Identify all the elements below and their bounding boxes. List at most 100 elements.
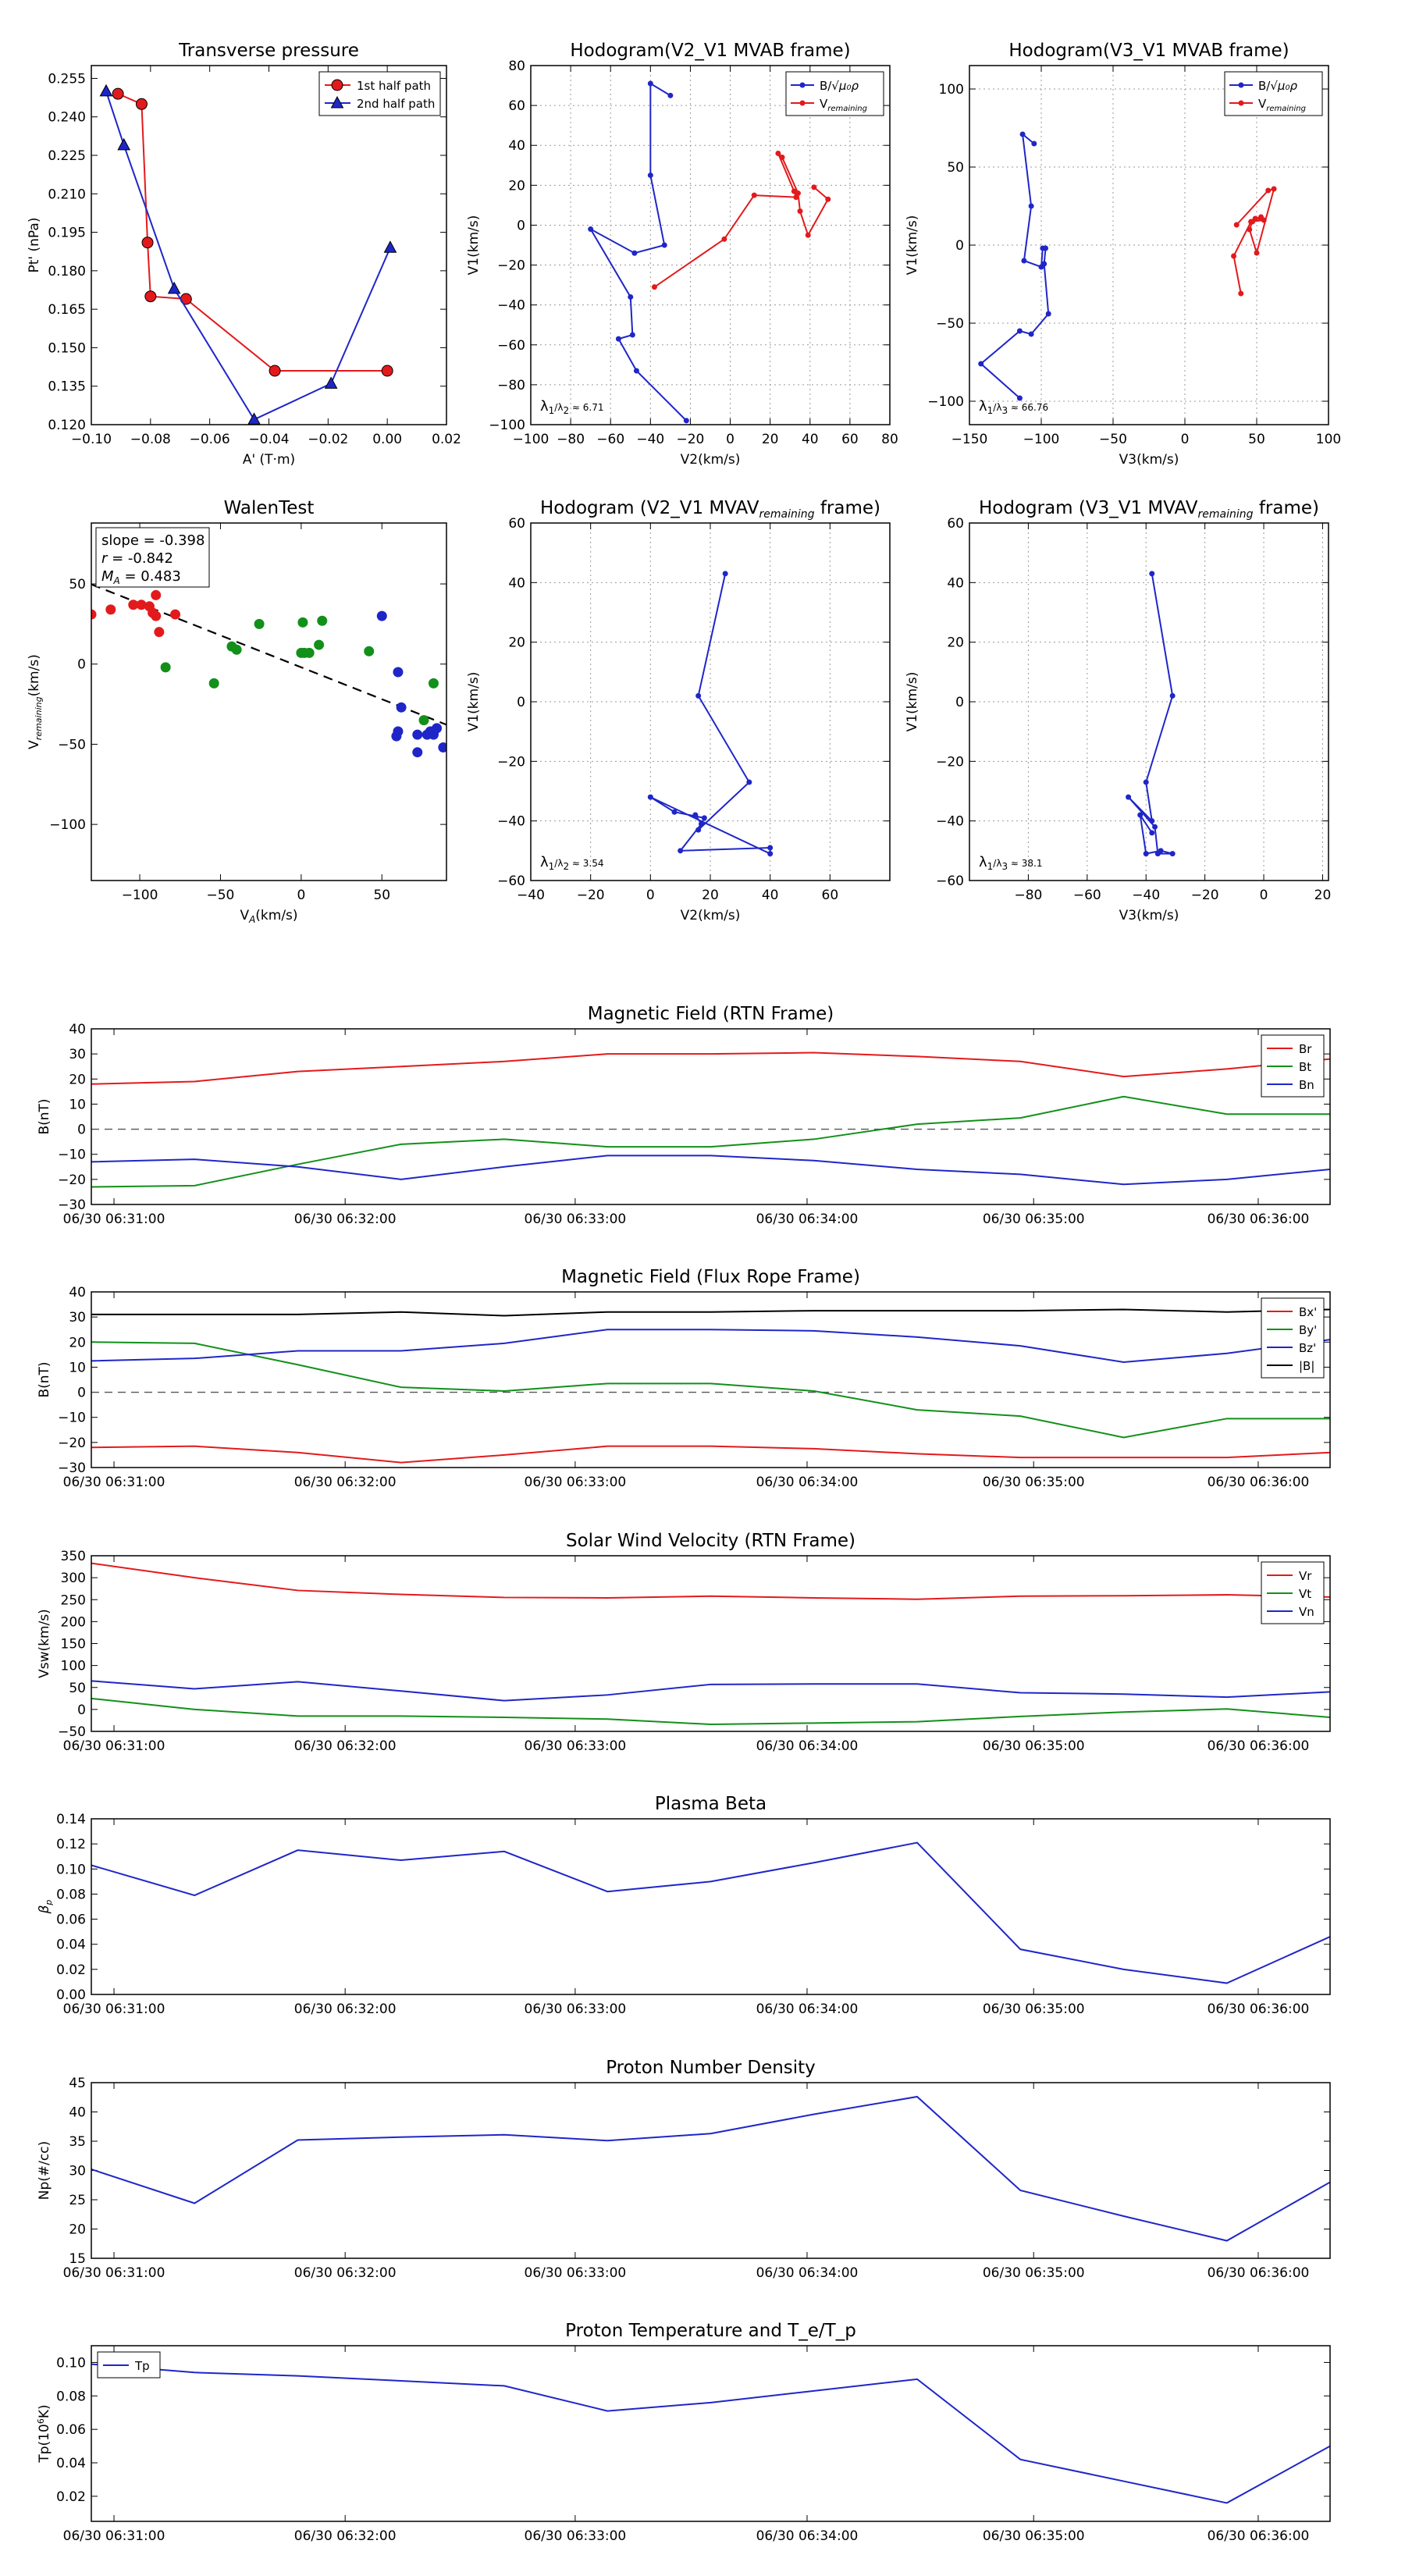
y-tick-label: −60 — [497, 873, 525, 889]
eigenvalue-ratio-annotation: λ1/λ3 ≈ 66.76 — [979, 398, 1048, 416]
x-tick-label: 0.02 — [432, 432, 461, 447]
data-point — [364, 646, 375, 656]
x-tick-label: 06/30 06:36:00 — [1208, 1212, 1310, 1227]
y-tick-label: 0.06 — [56, 2422, 86, 2438]
data-point — [1045, 311, 1051, 317]
y-tick-label: 20 — [69, 2222, 86, 2238]
y-tick-label: 40 — [69, 1285, 86, 1300]
data-point — [633, 368, 639, 374]
x-tick-label: 50 — [1248, 432, 1265, 447]
data-point — [324, 376, 338, 389]
data-point — [1249, 219, 1255, 225]
data-point — [141, 237, 154, 249]
data-point — [1258, 214, 1264, 220]
data-point — [1143, 779, 1149, 785]
axes-frame — [91, 522, 447, 881]
y-tick-label: −50 — [58, 737, 86, 753]
y-tick-label: 0 — [77, 1123, 86, 1138]
data-point — [112, 87, 124, 100]
x-tick-label: 06/30 06:35:00 — [983, 2265, 1085, 2281]
legend-box — [785, 71, 884, 116]
y-tick-label: 0.150 — [48, 340, 86, 356]
x-tick-label: −100 — [1023, 432, 1060, 447]
chart-title: Hodogram (V2_V1 MVAVremaining frame) — [540, 498, 880, 521]
data-point — [151, 589, 162, 600]
data-point — [722, 571, 728, 577]
series-line — [91, 1341, 1330, 1439]
series-beta — [91, 1841, 1330, 1984]
data-point — [1143, 851, 1149, 857]
y-tick-label: 60 — [508, 516, 525, 532]
series-line — [91, 1308, 1330, 1317]
chart-transverse: 0.120 0.135 0.150 0.165 0.180 0.195 0.210 0.225… — [27, 41, 461, 468]
x-tick-label: 80 — [881, 432, 898, 447]
y-axis-label: Pt' (nPa) — [27, 218, 42, 273]
y-tick-label: 10 — [69, 1097, 86, 1112]
x-tick-label: −50 — [1099, 432, 1127, 447]
legend-marker — [1238, 100, 1244, 106]
y-tick-label: 0 — [77, 657, 86, 673]
y-axis-label: Vsw(km/s) — [37, 1609, 52, 1678]
x-tick-label: 0 — [1181, 432, 1190, 447]
data-point — [811, 184, 817, 190]
chart-title: Hodogram(V2_V1 MVAB frame) — [570, 41, 850, 61]
data-layer — [1126, 571, 1176, 857]
x-tick-label: 0.00 — [372, 432, 402, 447]
data-point — [317, 615, 328, 626]
data-point — [699, 820, 704, 827]
series-green — [160, 615, 439, 726]
y-tick-label: 20 — [508, 635, 525, 651]
y-tick-label: 30 — [69, 1047, 86, 1062]
data-layer — [91, 2095, 1330, 2242]
data-point — [767, 851, 774, 857]
x-tick-label: 06/30 06:33:00 — [525, 1738, 627, 1754]
data-point — [412, 747, 423, 758]
x-axis-label: V2(km/s) — [681, 452, 741, 468]
data-point — [1152, 824, 1158, 830]
chart-mag-flux-rope: −30 −20 −10 0 10 20 30 40 06/30 06:31:00 06/30 06… — [37, 1267, 1331, 1490]
series-line — [91, 1562, 1330, 1600]
y-tick-label: 50 — [69, 577, 86, 592]
data-point — [1158, 848, 1164, 854]
y-tick-label: 60 — [947, 516, 964, 532]
series-line — [91, 2363, 1330, 2504]
y-tick-label: 25 — [69, 2193, 86, 2208]
series-bx- — [91, 1445, 1330, 1464]
data-point — [135, 98, 148, 110]
data-point — [1169, 851, 1176, 857]
series-2nd-half-path — [99, 84, 397, 425]
data-point — [721, 236, 727, 242]
data-point — [1254, 250, 1260, 256]
data-point — [1041, 261, 1048, 267]
y-tick-label: 0.195 — [48, 226, 86, 241]
x-tick-label: 06/30 06:31:00 — [63, 2528, 165, 2544]
stats-line: r = -0.842 — [101, 550, 173, 567]
y-tick-label: −30 — [58, 1197, 86, 1213]
data-point — [1149, 830, 1155, 836]
series-bt — [91, 1095, 1330, 1188]
data-point — [692, 812, 699, 818]
axes-frame — [91, 1555, 1331, 1732]
x-tick-label: −20 — [1191, 888, 1219, 903]
y-tick-label: 40 — [947, 575, 964, 591]
x-tick-label: 06/30 06:34:00 — [756, 1738, 859, 1754]
y-tick-label: −60 — [936, 873, 964, 889]
x-tick-label: 20 — [1314, 888, 1332, 903]
legend-label: Vremaining — [820, 97, 867, 113]
x-tick-label: 06/30 06:35:00 — [983, 2001, 1085, 2017]
series-v — [1126, 571, 1176, 857]
legend-label: Vremaining — [1258, 97, 1306, 113]
legend-label: 1st half path — [357, 79, 431, 93]
legend-box — [1224, 71, 1323, 116]
y-tick-label: −20 — [936, 754, 964, 770]
y-tick-label: 250 — [61, 1592, 86, 1608]
y-tick-label: −100 — [927, 394, 964, 410]
series-line — [105, 91, 391, 421]
series-line — [91, 1051, 1330, 1085]
data-point — [588, 226, 594, 233]
data-layer — [91, 1841, 1330, 1984]
series-vr — [91, 1562, 1330, 1600]
y-tick-label: 0.120 — [48, 418, 86, 433]
series-v — [647, 571, 774, 857]
data-point — [651, 284, 657, 290]
